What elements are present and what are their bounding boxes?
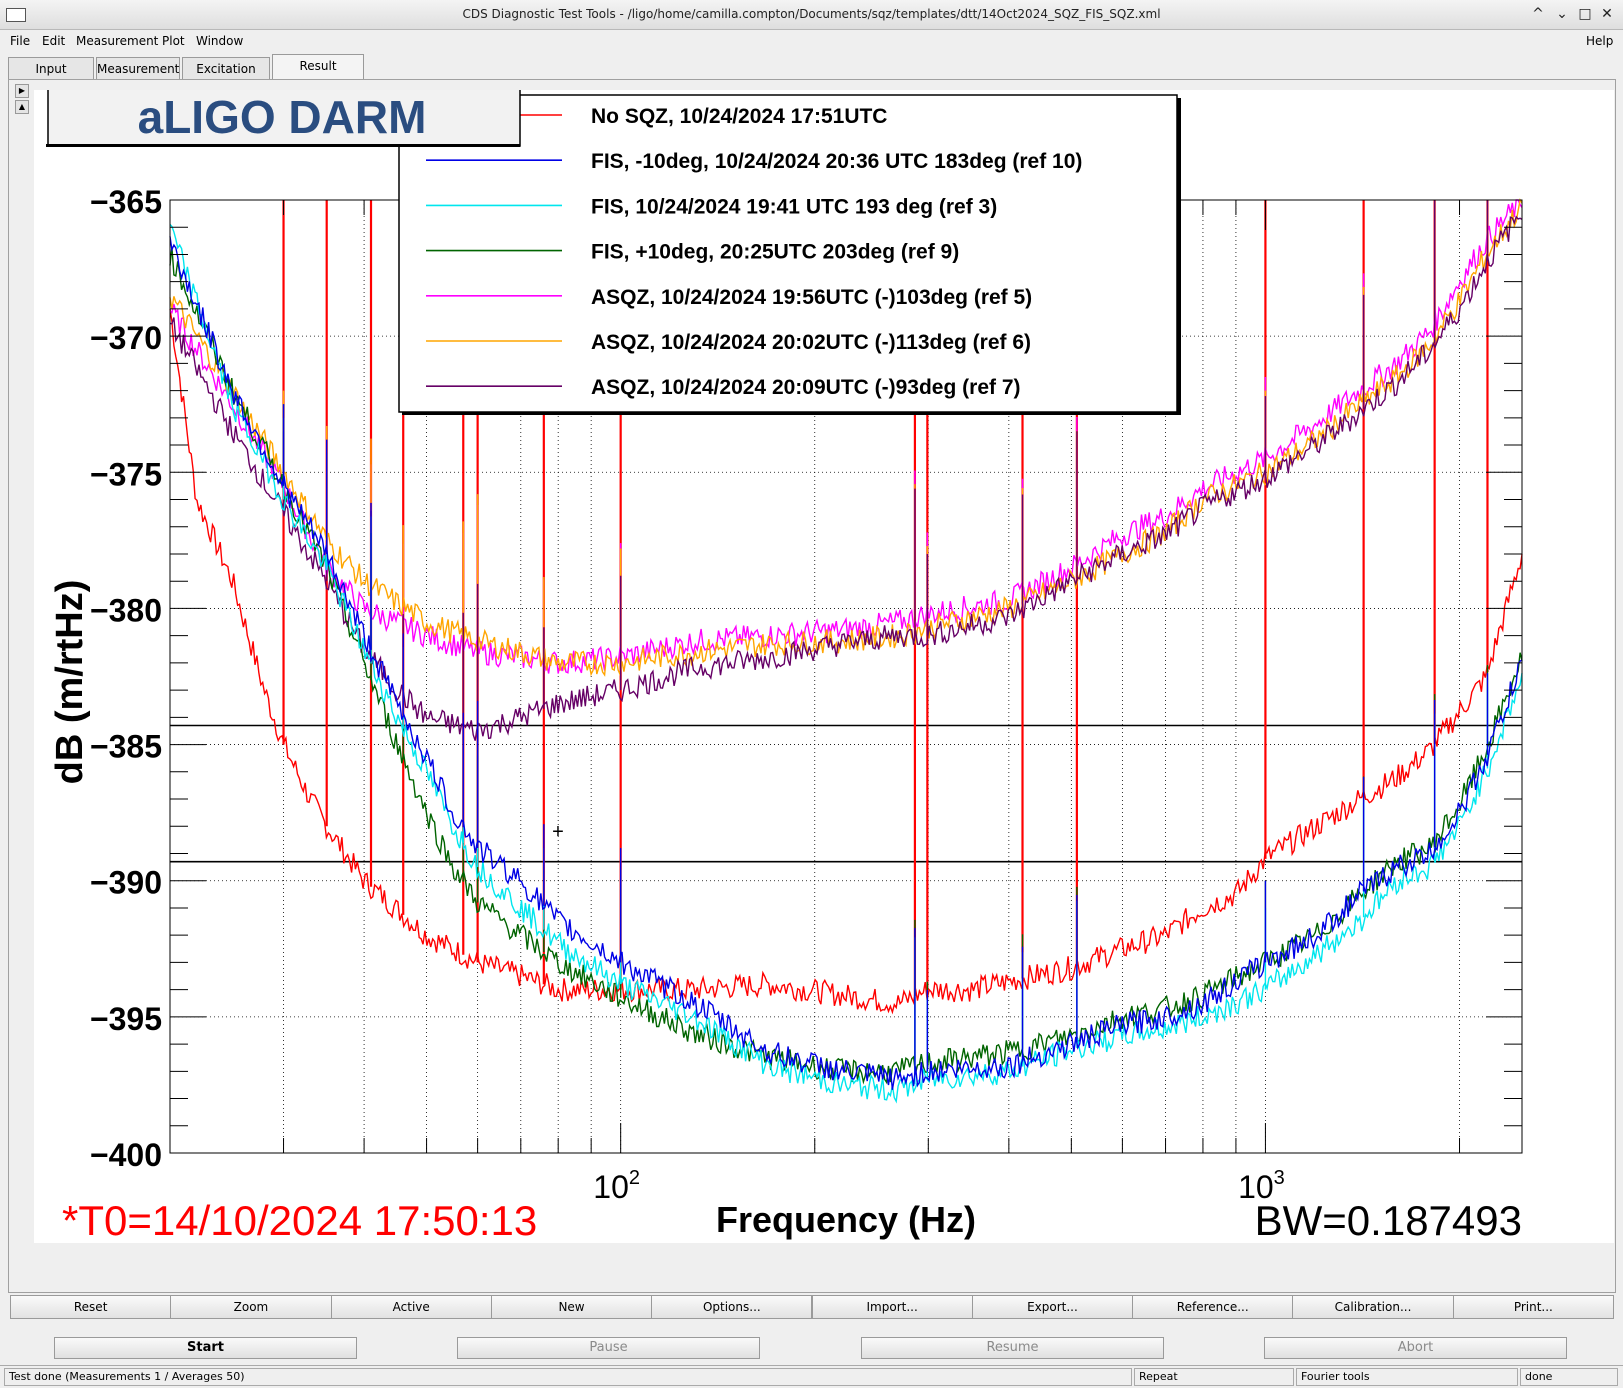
close-icon[interactable]: ✕ (1601, 6, 1613, 22)
y-tick-label: −370 (90, 320, 162, 356)
legend-entry: FIS, -10deg, 10/24/2024 20:36 UTC 183deg… (591, 150, 1082, 173)
menu-help[interactable]: Help (1586, 34, 1614, 48)
status-state: done (1520, 1368, 1618, 1386)
legend[interactable]: No SQZ, 10/24/2024 17:51UTC FIS, -10deg, … (398, 94, 1181, 415)
tab-excitation[interactable]: Excitation (182, 57, 270, 79)
plot-series (169, 198, 1523, 1104)
series-line (169, 215, 1523, 741)
status-message: Test done (Measurements 1 / Averages 50) (4, 1368, 1132, 1386)
legend-entry: ASQZ, 10/24/2024 20:02UTC (-)113deg (ref… (591, 331, 1031, 354)
y-tick-label: −365 (90, 184, 162, 220)
x-tick-exponent: 2 (629, 1167, 640, 1189)
y-tick-label: −375 (90, 456, 162, 492)
toolbar-reset-button[interactable]: Reset (10, 1295, 172, 1319)
legend-entry: ASQZ, 10/24/2024 20:09UTC (-)93deg (ref … (591, 376, 1021, 399)
bw-label: BW=0.187493 (1255, 1197, 1522, 1243)
legend-entry: FIS, 10/24/2024 19:41 UTC 193 deg (ref 3… (591, 195, 997, 218)
menu-window[interactable]: Window (196, 34, 244, 48)
plot-header: aLIGO DARM (138, 91, 427, 143)
y-tick-label: −390 (90, 865, 162, 901)
abort-button[interactable]: Abort (1264, 1337, 1567, 1359)
window-title: CDS Diagnostic Test Tools - /ligo/home/c… (462, 7, 1161, 21)
series-line (169, 199, 1523, 674)
toolbar-import-button[interactable]: Import... (811, 1295, 973, 1319)
menu-bar: File Edit Measurement Plot Window Help (0, 31, 1623, 53)
series-line (169, 246, 1523, 1085)
series-line (169, 236, 1523, 1090)
legend-entry: FIS, +10deg, 20:25UTC 203deg (ref 9) (591, 241, 959, 264)
toolbar-new-button[interactable]: New (490, 1295, 653, 1319)
series-line (169, 223, 1523, 1104)
tab-result[interactable]: Result (272, 54, 364, 79)
series-line (169, 198, 1523, 677)
x-tick-exponent: 3 (1274, 1167, 1285, 1189)
toolbar-calibration-button[interactable]: Calibration... (1292, 1295, 1454, 1319)
y-tick-label: −395 (90, 1001, 162, 1037)
toolbar-export-button[interactable]: Export... (971, 1295, 1134, 1319)
x-tick-label: 102 (593, 1167, 640, 1205)
minimize-icon[interactable]: ⌄ (1556, 6, 1568, 22)
x-axis-label: Frequency (Hz) (716, 1199, 976, 1240)
toolbar-options-button[interactable]: Options... (651, 1295, 813, 1319)
legend-entry: No SQZ, 10/24/2024 17:51UTC (591, 105, 887, 128)
window-titlebar: CDS Diagnostic Test Tools - /ligo/home/c… (0, 0, 1623, 30)
toolbar-reference-button[interactable]: Reference... (1132, 1295, 1294, 1319)
pause-button[interactable]: Pause (457, 1337, 760, 1359)
series-line (169, 308, 1523, 1015)
maximize-icon[interactable]: □ (1578, 6, 1592, 22)
plot-canvas[interactable]: −365 −370 −375 −380 −385 −390 −395 −400 102 103 d… (34, 88, 1614, 1244)
scroll-right-icon[interactable]: ▶ (15, 84, 29, 98)
menu-measurement[interactable]: Measurement (76, 34, 159, 48)
t0-label: *T0=14/10/2024 17:50:13 (62, 1197, 537, 1243)
y-axis-label: dB (m/rtHz) (49, 580, 91, 785)
menu-file[interactable]: File (10, 34, 31, 48)
status-repeat: Repeat (1134, 1368, 1294, 1386)
resume-button[interactable]: Resume (861, 1337, 1164, 1359)
toolbar-print-button[interactable]: Print... (1452, 1295, 1614, 1319)
y-tick-label: −380 (90, 592, 162, 628)
plot-toolbar: Reset Zoom Active New Options... Import... Exp… (10, 1295, 1614, 1319)
legend-entry: ASQZ, 10/24/2024 19:56UTC (-)103deg (ref… (591, 286, 1032, 309)
y-tick-label: −385 (90, 729, 162, 765)
plot-header-box: aLIGO DARM (46, 88, 521, 147)
keep-above-icon[interactable]: ^ (1532, 6, 1544, 22)
menu-plot[interactable]: Plot (162, 34, 185, 48)
plot-reference-lines (170, 724, 1522, 863)
status-fourier-tools: Fourier tools (1296, 1368, 1518, 1386)
y-tick-label: −400 (90, 1137, 162, 1173)
toolbar-zoom-button[interactable]: Zoom (170, 1295, 332, 1319)
tab-input[interactable]: Input (8, 57, 94, 79)
menu-edit[interactable]: Edit (42, 34, 66, 48)
app-window-icon[interactable] (6, 8, 26, 22)
scroll-up-icon[interactable]: ▲ (15, 100, 29, 114)
tab-measurement[interactable]: Measurement (96, 57, 180, 79)
toolbar-active-button[interactable]: Active (330, 1295, 492, 1319)
start-button[interactable]: Start (54, 1337, 357, 1359)
cursor-marker: + (552, 821, 564, 843)
status-bar: Test done (Measurements 1 / Averages 50)… (0, 1365, 1623, 1388)
